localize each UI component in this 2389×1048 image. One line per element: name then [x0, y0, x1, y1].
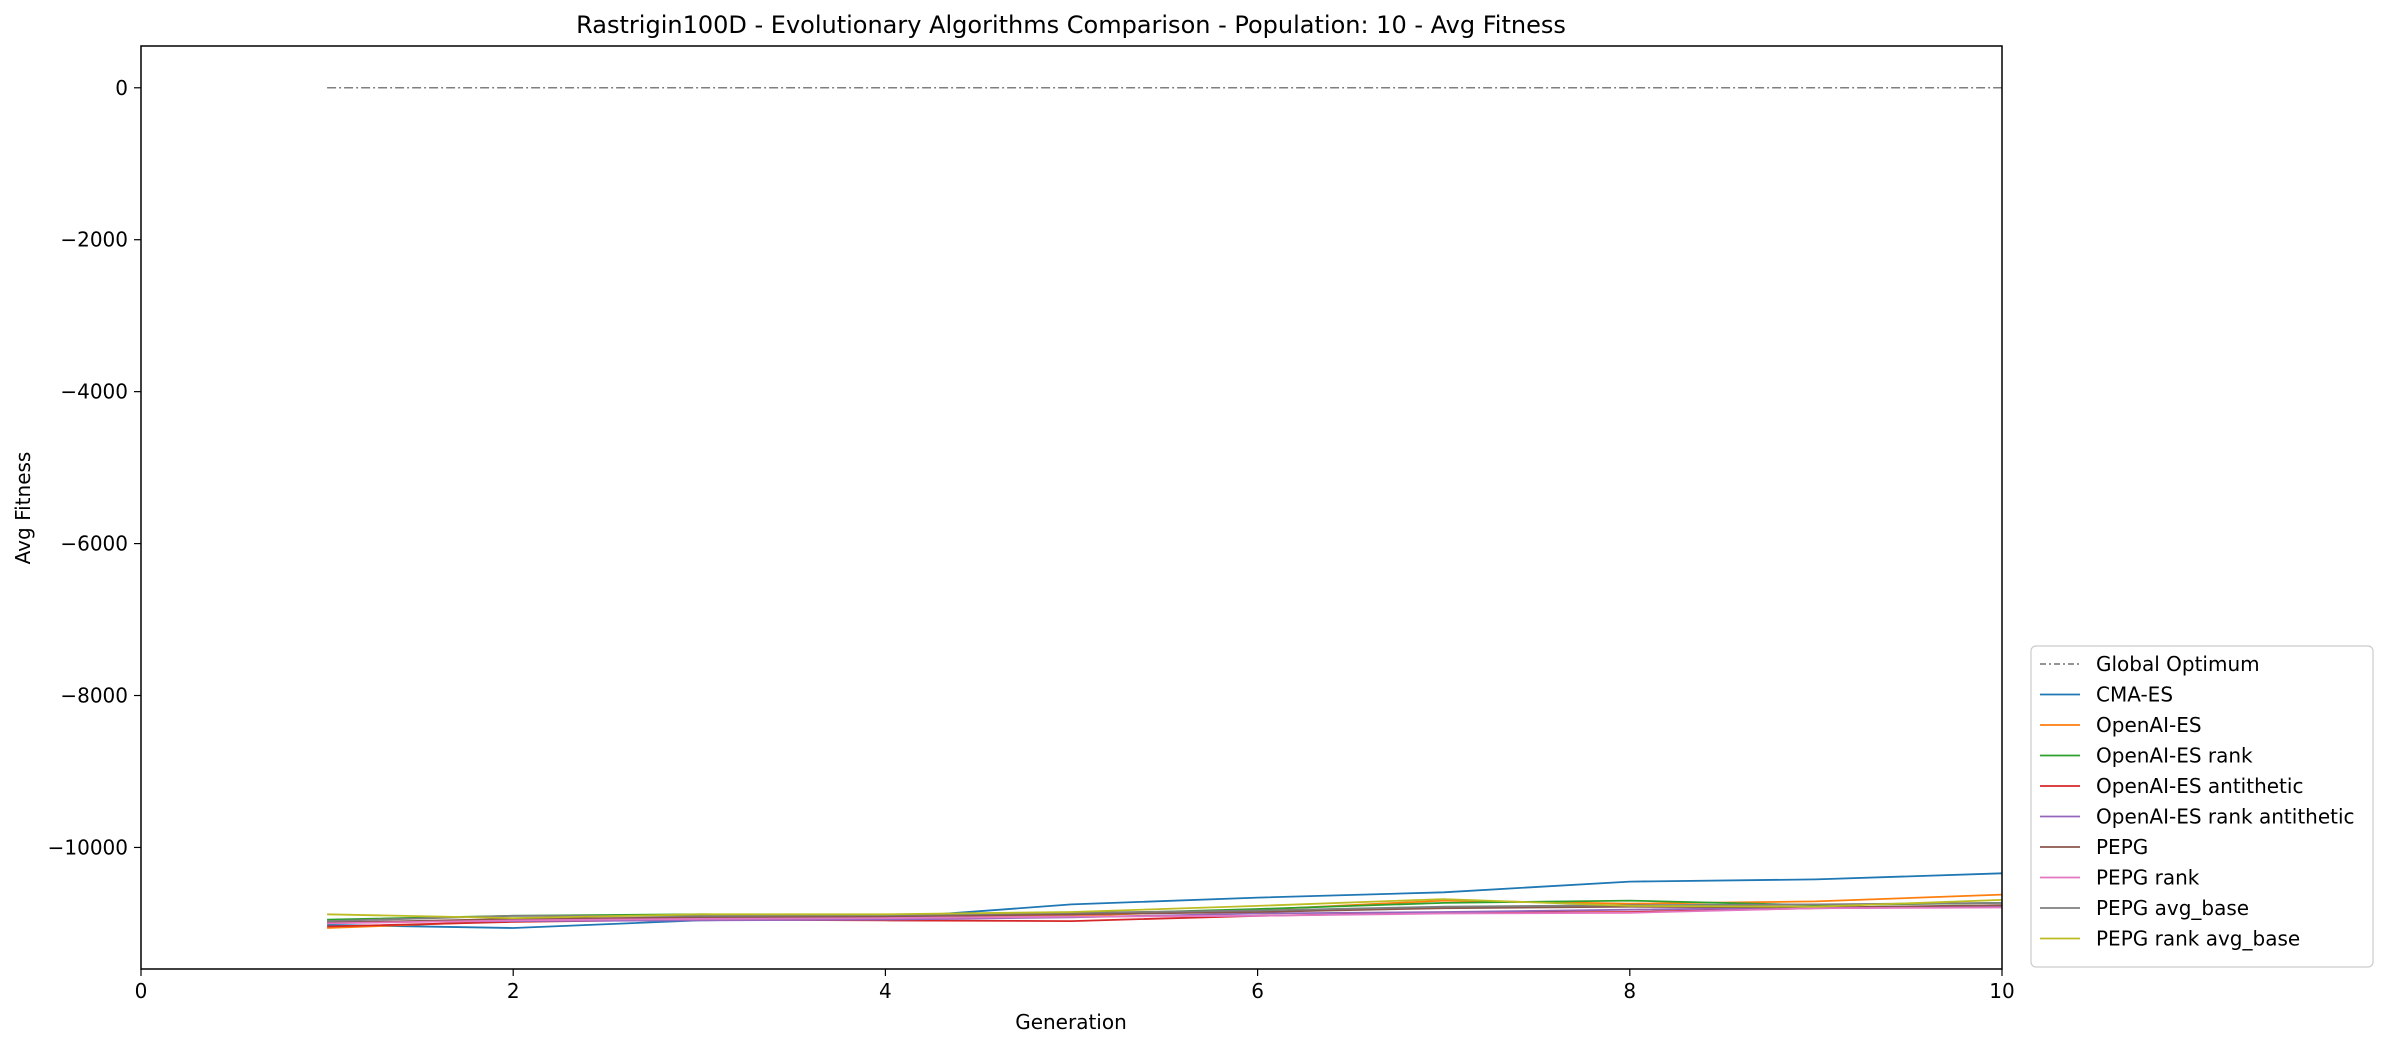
- legend-entry-label: OpenAI-ES rank: [2096, 744, 2253, 768]
- legend-entry-label: PEPG avg_base: [2096, 896, 2249, 920]
- y-tick-label: 0: [115, 76, 128, 100]
- x-tick-label: 2: [507, 979, 520, 1003]
- chart-title: Rastrigin100D - Evolutionary Algorithms …: [576, 11, 1566, 39]
- y-axis-label: Avg Fitness: [11, 452, 35, 565]
- series-line-pepg-rank-avg-base: [327, 898, 2003, 919]
- y-tick-label: −6000: [60, 532, 128, 556]
- legend: Global Optimum CMA-ES OpenAI-ES OpenAI-ES r…: [2030, 645, 2374, 968]
- x-tick-label: 4: [879, 979, 892, 1003]
- y-tick-label: −4000: [60, 380, 128, 404]
- legend-entry-label: PEPG: [2096, 835, 2148, 859]
- legend-frame: [2030, 645, 2374, 968]
- series-layer: [327, 87, 2003, 929]
- x-tick-label: 6: [1251, 979, 1264, 1003]
- x-tick-label: 0: [135, 979, 148, 1003]
- legend-entry-label: PEPG rank avg_base: [2096, 927, 2300, 951]
- y-axis-ticks: 0 −2000 −4000 −6000 −8000 −10000: [48, 76, 141, 859]
- series-line-cma-es: [327, 872, 2003, 929]
- legend-entry-label: OpenAI-ES antithetic: [2096, 774, 2303, 798]
- legend-entry-label: OpenAI-ES: [2096, 713, 2202, 737]
- x-tick-label: 8: [1623, 979, 1636, 1003]
- x-axis-label: Generation: [1015, 1010, 1127, 1034]
- y-tick-label: −2000: [60, 228, 128, 252]
- legend-entry-label: OpenAI-ES rank antithetic: [2096, 805, 2355, 829]
- series-line-pepg-rank: [327, 906, 2003, 925]
- legend-entry-label: CMA-ES: [2096, 683, 2173, 707]
- x-axis-ticks: 0 2 4 6 8 10: [135, 969, 2015, 1003]
- y-tick-label: −10000: [48, 835, 128, 859]
- x-tick-label: 10: [1989, 979, 2014, 1003]
- plot-frame: [140, 45, 2003, 970]
- legend-entry-label: Global Optimum: [2096, 652, 2260, 676]
- y-tick-label: −8000: [60, 684, 128, 708]
- legend-entry-label: PEPG rank: [2096, 866, 2200, 890]
